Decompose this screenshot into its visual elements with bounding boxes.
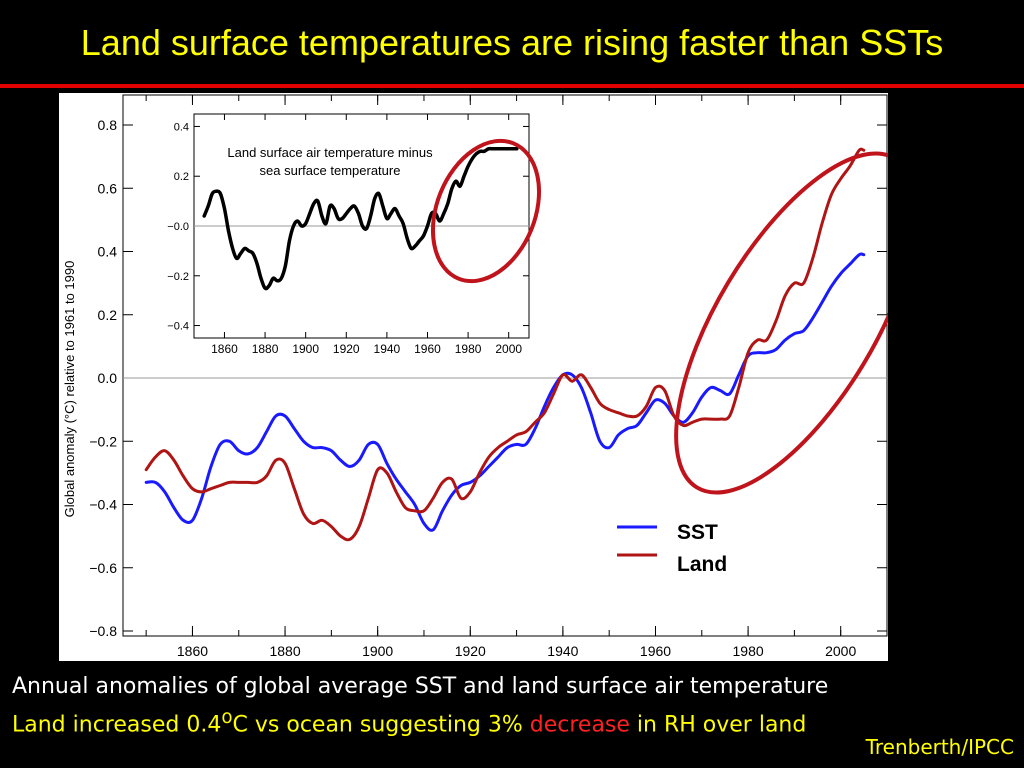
inset-x-tick-label: 1920 [333,342,360,356]
main-x-tick-label: 2000 [825,643,856,659]
inset-y-tick-label: −0.2 [167,271,189,283]
caption-line-2-part-b: C vs ocean suggesting 3% [232,712,530,738]
title-divider [0,84,1024,88]
inset-x-tick-label: 1900 [292,342,319,356]
inset-highlight-ellipse [430,138,542,284]
inset-x-tick-label: 1860 [211,342,238,356]
caption-degree-sup: o [221,707,233,728]
inset-series-line [202,146,519,291]
main-y-axis-label: Global anomaly (°C) relative to 1961 to … [62,261,77,518]
chart-svg: Global anomaly (°C) relative to 1961 to … [59,93,918,661]
main-y-tick-label: −0.6 [89,560,117,576]
main-x-tick-label: 1860 [177,643,208,659]
caption-line-2: Land increased 0.4oC vs ocean suggesting… [12,707,806,737]
inset-x-tick-label: 1960 [414,342,441,356]
inset-x-tick-label: 1880 [252,342,279,356]
main-y-tick-label: 0.6 [98,180,118,196]
main-y-tick-label: 0.0 [98,370,118,386]
inset-x-tick-label: 2000 [495,342,522,356]
caption-line-2-part-c: in RH over land [629,712,807,738]
main-x-tick-label: 1920 [455,643,486,659]
inset-y-tick-label: 0.2 [174,171,189,183]
main-y-tick-label: 0.2 [98,307,118,323]
inset-title-line2: sea surface temperature [260,163,401,178]
main-x-tick-label: 1880 [269,643,300,659]
inset-axis-ticks: 0.4 0.2 −0.0 −0.2 −0.4 1860 1880 1900 1920 1940 19… [167,114,529,356]
legend: SST Land [617,521,727,576]
slide-title: Land surface temperatures are rising fas… [80,22,944,63]
inset-x-tick-label: 1980 [455,342,482,356]
main-y-tick-label: −0.4 [89,497,117,513]
inset-title-line1: Land surface air temperature minus [227,145,433,160]
inset-y-tick-label: −0.4 [167,321,189,333]
caption-line-1: Annual anomalies of global average SST a… [12,674,829,699]
main-y-tick-label: −0.2 [89,433,117,449]
main-series-lines [144,147,866,542]
inset-y-tick-label: 0.4 [174,121,189,133]
main-x-tick-label: 1960 [640,643,671,659]
inset-x-tick-label: 1940 [374,342,401,356]
caption-line-2-part-a: Land increased 0.4 [12,712,222,738]
chart-panel: Global anomaly (°C) relative to 1961 to … [59,93,918,661]
main-y-tick-label: 0.8 [98,117,118,133]
legend-label-sst: SST [677,521,718,544]
main-axis-ticks: 0.8 0.6 0.4 0.2 0.0 −0.2 −0.4 −0.6 −0.8 1860 1880 1… [89,95,887,659]
legend-label-land: Land [677,553,727,576]
credit: Trenberth/IPCC [865,735,1014,759]
main-x-tick-label: 1900 [362,643,393,659]
main-y-tick-label: 0.4 [98,244,118,260]
main-x-tick-label: 1980 [733,643,764,659]
main-x-tick-label: 1940 [547,643,578,659]
inset-y-tick-label: −0.0 [167,221,189,233]
caption-emphasis-decrease: decrease [529,712,630,738]
series-line-land [144,147,866,542]
main-y-tick-label: −0.8 [89,623,117,639]
plot-frame [122,94,888,637]
inset-series-line [202,146,519,291]
